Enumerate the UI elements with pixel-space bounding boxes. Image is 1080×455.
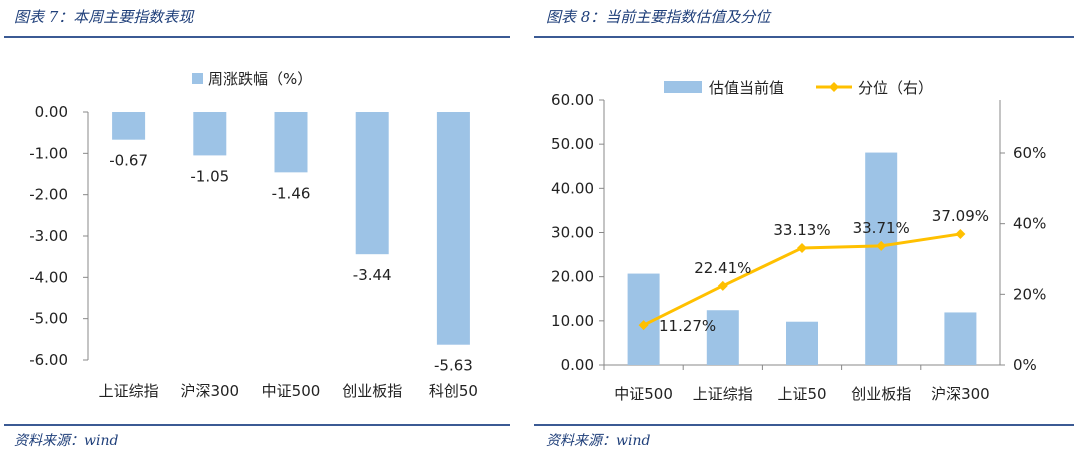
y-tick-label: -1.00 xyxy=(29,144,68,162)
y-tick-label: 30.00 xyxy=(551,224,594,242)
x-tick-label: 上证综指 xyxy=(693,385,753,403)
line-data-label: 22.41% xyxy=(694,259,751,277)
bar xyxy=(865,152,898,365)
bar xyxy=(944,312,977,365)
y-tick-label: 60.00 xyxy=(551,91,594,109)
right-source-note: 资料来源：wind xyxy=(546,433,651,449)
y-tick-label: 0.00 xyxy=(561,356,594,374)
bar-data-label: -1.46 xyxy=(272,184,311,202)
line-marker xyxy=(638,320,649,331)
y2-tick-label: 20% xyxy=(1013,285,1046,303)
left-chart-title: 图表 7：本周主要指数表现 xyxy=(14,8,194,26)
bar xyxy=(274,112,308,173)
y-tick-label: -2.00 xyxy=(29,186,68,204)
right-combo-chart: 估值当前值 分位（右） 0.00 10.00 20.00 30.00 40.00 50.00 6… xyxy=(551,79,1046,403)
x-tick-label: 科创50 xyxy=(429,382,478,400)
bar xyxy=(193,112,227,156)
legend-swatch-bar xyxy=(664,81,702,93)
right-source-rule xyxy=(534,424,1074,426)
bar xyxy=(355,112,389,255)
x-tick-label: 上证50 xyxy=(777,385,826,403)
line-marker xyxy=(797,242,807,253)
y-tick-label: 20.00 xyxy=(551,268,594,286)
legend-swatch xyxy=(192,73,203,84)
y-tick-label: 40.00 xyxy=(551,179,594,197)
left-source-rule xyxy=(4,424,510,426)
x-tick-label: 沪深300 xyxy=(180,382,239,400)
x-tick-label: 沪深300 xyxy=(931,385,990,403)
line-marker xyxy=(955,228,966,239)
y-tick-label: 50.00 xyxy=(551,135,594,153)
x-tick-label: 中证500 xyxy=(262,382,321,400)
y2-tick-label: 40% xyxy=(1013,215,1046,233)
right-chart-title: 图表 8：当前主要指数估值及分位 xyxy=(546,8,771,26)
left-bar-chart: 周涨跌幅（%） 0.00 -1.00 -2.00 -3.00 -4.00 -5.00 -6.0… xyxy=(29,70,478,400)
legend-label-bar: 估值当前值 xyxy=(709,79,784,97)
legend-swatch-marker xyxy=(829,82,839,92)
line-marker xyxy=(717,280,728,291)
y2-tick-label: 0% xyxy=(1013,356,1037,374)
left-title-rule xyxy=(4,36,510,38)
legend-label-line: 分位（右） xyxy=(858,79,933,97)
y-tick-label: 0.00 xyxy=(35,103,68,121)
line-data-label: 37.09% xyxy=(932,207,989,225)
x-tick-label: 创业板指 xyxy=(851,385,911,403)
y-tick-label: -6.00 xyxy=(29,351,68,369)
bar-data-label: -1.05 xyxy=(190,167,229,185)
right-title-rule xyxy=(534,36,1074,38)
y-tick-label: -3.00 xyxy=(29,227,68,245)
y-tick-label: -4.00 xyxy=(29,268,68,286)
bar xyxy=(436,112,470,345)
bar xyxy=(786,321,818,365)
left-source-note: 资料来源：wind xyxy=(14,433,119,449)
legend-label: 周涨跌幅（%） xyxy=(208,70,312,88)
line-data-label: 11.27% xyxy=(659,317,716,335)
x-tick-label: 中证500 xyxy=(614,385,673,403)
x-tick-label: 上证综指 xyxy=(99,382,159,400)
x-tick-label: 创业板指 xyxy=(342,382,402,400)
y-tick-label: 10.00 xyxy=(551,312,594,330)
line-data-label: 33.71% xyxy=(853,219,910,237)
line-data-label: 33.13% xyxy=(773,221,830,239)
bar-data-label: -0.67 xyxy=(109,152,148,170)
y-tick-label: -5.00 xyxy=(29,310,68,328)
bar xyxy=(706,310,739,365)
y2-tick-label: 60% xyxy=(1013,144,1046,162)
line-marker xyxy=(876,240,887,251)
bar-data-label: -3.44 xyxy=(353,266,392,284)
bar xyxy=(112,112,146,140)
bar-data-label: -5.63 xyxy=(434,357,473,375)
